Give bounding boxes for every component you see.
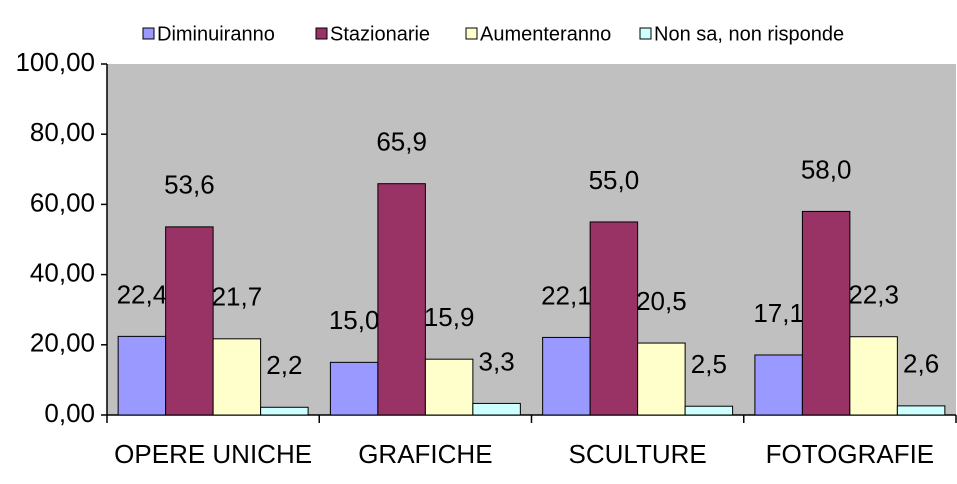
y-tick-label: 20,00 [30,328,95,358]
bar [754,354,803,416]
data-label: 22,4 [117,279,168,309]
legend-label: Stazionarie [330,23,430,45]
bar [424,358,474,416]
data-label: 15,9 [424,302,475,332]
x-tick-label: OPERE UNICHE [114,439,312,469]
bar [801,210,851,416]
data-label: 17,1 [753,298,804,328]
bar [260,406,309,416]
legend-swatch [315,27,328,40]
data-label: 2,5 [691,349,727,379]
data-label: 2,2 [266,350,302,380]
legend-label: Aumenteranno [480,23,611,45]
data-label: 15,0 [329,305,380,335]
bar [117,335,167,416]
bar [896,405,946,416]
legend-swatch [465,27,478,40]
x-tick-label: FOTOGRAFIE [766,439,935,469]
bar [589,221,639,416]
y-tick-label: 60,00 [30,187,95,217]
legend-swatch [142,27,155,40]
bar [329,361,379,416]
x-tick-label: GRAFICHE [358,439,492,469]
data-label: 58,0 [801,154,852,184]
bar [377,183,426,416]
x-tick-label: SCULTURE [569,439,707,469]
data-label: 20,5 [636,286,687,316]
bar [849,336,898,416]
legend-label: Non sa, non risponde [654,23,844,45]
bar [684,405,734,416]
bar [165,226,214,416]
y-tick-label: 0,00 [44,398,95,428]
data-label: 55,0 [589,165,640,195]
data-label: 53,6 [164,170,215,200]
data-label: 65,9 [376,127,427,157]
bar [472,402,521,416]
legend-swatch [639,27,652,40]
data-label: 3,3 [479,346,515,376]
data-label: 2,6 [903,349,939,379]
data-label: 22,1 [541,280,592,310]
bar [542,336,591,416]
data-label: 21,7 [212,282,263,312]
bar [637,342,686,416]
legend-label: Diminuiranno [157,23,275,45]
y-tick-label: 40,00 [30,257,95,287]
y-tick-label: 80,00 [30,117,95,147]
data-label: 22,3 [848,280,899,310]
y-tick-label: 100,00 [15,47,95,77]
bar [212,338,262,416]
